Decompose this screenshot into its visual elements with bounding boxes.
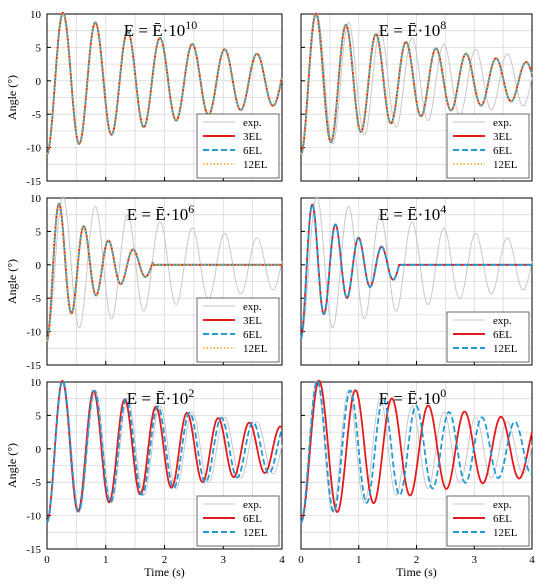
legend-box [196, 297, 280, 363]
chart-title: E = Ē·104 [379, 202, 447, 224]
legend-label: 12EL [493, 343, 518, 355]
series-line-6el [300, 12, 533, 155]
legend-label: 12EL [493, 159, 518, 171]
series-line-12el [300, 203, 532, 339]
chart-panel-1: E = Ē·1010 -15 -10 -5 0 5 10 Angle (°) exp. 3EL 6E… [5, 9, 283, 188]
y-tick-label: 5 [36, 410, 42, 422]
legend-box [196, 113, 280, 179]
y-tick-label: -5 [32, 477, 42, 489]
x-tick-label: 0 [44, 554, 50, 566]
chart-panel-6: E = Ē·100 0 1 2 3 4 Time (s) exp. 6EL 12EL [298, 379, 535, 579]
chart-title: E = Ē·108 [379, 18, 447, 40]
legend: exp. 3EL 6EL 12EL [196, 297, 280, 363]
y-tick-label: 0 [36, 76, 42, 88]
x-tick-label: 3 [472, 554, 478, 566]
series-line-exp [300, 380, 533, 523]
x-tick-label: 1 [356, 554, 362, 566]
legend-label: 3EL [493, 131, 512, 143]
y-tick-label: 10 [30, 377, 42, 389]
x-tick-label: 4 [279, 554, 285, 566]
y-axis-label: Angle (°) [5, 259, 19, 304]
legend-label: 3EL [243, 315, 262, 327]
chart-panel-5: E = Ē·102 -15 -10 -5 0 5 10 0 1 2 3 4 Angle (°) Time … [5, 377, 285, 579]
series-line-12el [46, 202, 282, 342]
x-tick-label: 4 [529, 554, 535, 566]
y-tick-label: -10 [26, 511, 41, 523]
legend-label: 12EL [243, 159, 268, 171]
legend-label: 6EL [493, 513, 512, 525]
y-tick-label: -10 [26, 327, 41, 339]
y-tick-label: -5 [32, 293, 42, 305]
y-tick-label: 5 [36, 42, 42, 54]
y-tick-label: 10 [30, 193, 42, 205]
legend: exp. 6EL 12EL [446, 495, 530, 547]
legend-label: 12EL [243, 527, 268, 539]
legend: exp. 6EL 12EL [446, 311, 530, 363]
series-line-12el [300, 379, 533, 524]
y-axis-label: Angle (°) [5, 443, 19, 488]
legend: exp. 3EL 6EL 12EL [196, 113, 280, 179]
y-tick-label: -15 [26, 360, 41, 372]
y-axis-label: Angle (°) [5, 75, 19, 120]
x-tick-label: 1 [103, 554, 109, 566]
chart-panel-4: E = Ē·104 exp. 6EL 12EL [300, 196, 533, 366]
x-tick-label: 2 [162, 554, 168, 566]
legend-label: 3EL [243, 131, 262, 143]
legend-label: exp. [243, 117, 262, 129]
x-tick-label: 3 [221, 554, 227, 566]
legend-label: exp. [243, 499, 262, 511]
legend-box [446, 113, 530, 179]
series-line-exp [300, 12, 533, 155]
x-axis-label: Time (s) [144, 565, 185, 579]
y-tick-label: -10 [26, 143, 41, 155]
y-tick-label: 10 [30, 9, 42, 21]
legend-label: 6EL [243, 513, 262, 525]
series-line-12el [46, 379, 283, 523]
y-tick-label: 0 [36, 260, 42, 272]
legend-label: exp. [493, 315, 512, 327]
legend-label: 6EL [243, 145, 262, 157]
chart-title: E = Ē·1010 [124, 18, 198, 40]
legend-label: exp. [493, 499, 512, 511]
series-line-12el [46, 11, 283, 155]
series-line-6el [300, 379, 533, 524]
legend-label: exp. [493, 117, 512, 129]
y-tick-label: 0 [36, 444, 42, 456]
series-line-exp [46, 196, 283, 339]
y-tick-label: -15 [26, 176, 41, 188]
legend: exp. 3EL 6EL 12EL [446, 113, 530, 179]
legend: exp. 6EL 12EL [196, 495, 280, 547]
legend-label: 6EL [493, 329, 512, 341]
legend-label: 6EL [493, 145, 512, 157]
legend-label: exp. [243, 301, 262, 313]
chart-title: E = Ē·106 [127, 202, 195, 224]
x-tick-label: 2 [414, 554, 420, 566]
legend-label: 12EL [243, 343, 268, 355]
chart-panel-2: E = Ē·108 exp. 3EL 6EL 12EL [300, 12, 533, 182]
chart-panel-3: E = Ē·106 -15 -10 -5 0 5 10 Angle (°) exp. 3EL 6EL… [5, 193, 283, 372]
y-tick-label: -15 [26, 544, 41, 556]
x-axis-label: Time (s) [396, 565, 437, 579]
legend-label: 12EL [493, 527, 518, 539]
y-tick-label: 5 [36, 226, 42, 238]
series-line-exp [300, 196, 533, 339]
x-tick-label: 0 [298, 554, 304, 566]
y-tick-label: -5 [32, 109, 42, 121]
chart-title: E = Ē·100 [379, 386, 447, 408]
legend-label: 6EL [243, 329, 262, 341]
chart-title: E = Ē·102 [127, 386, 195, 408]
